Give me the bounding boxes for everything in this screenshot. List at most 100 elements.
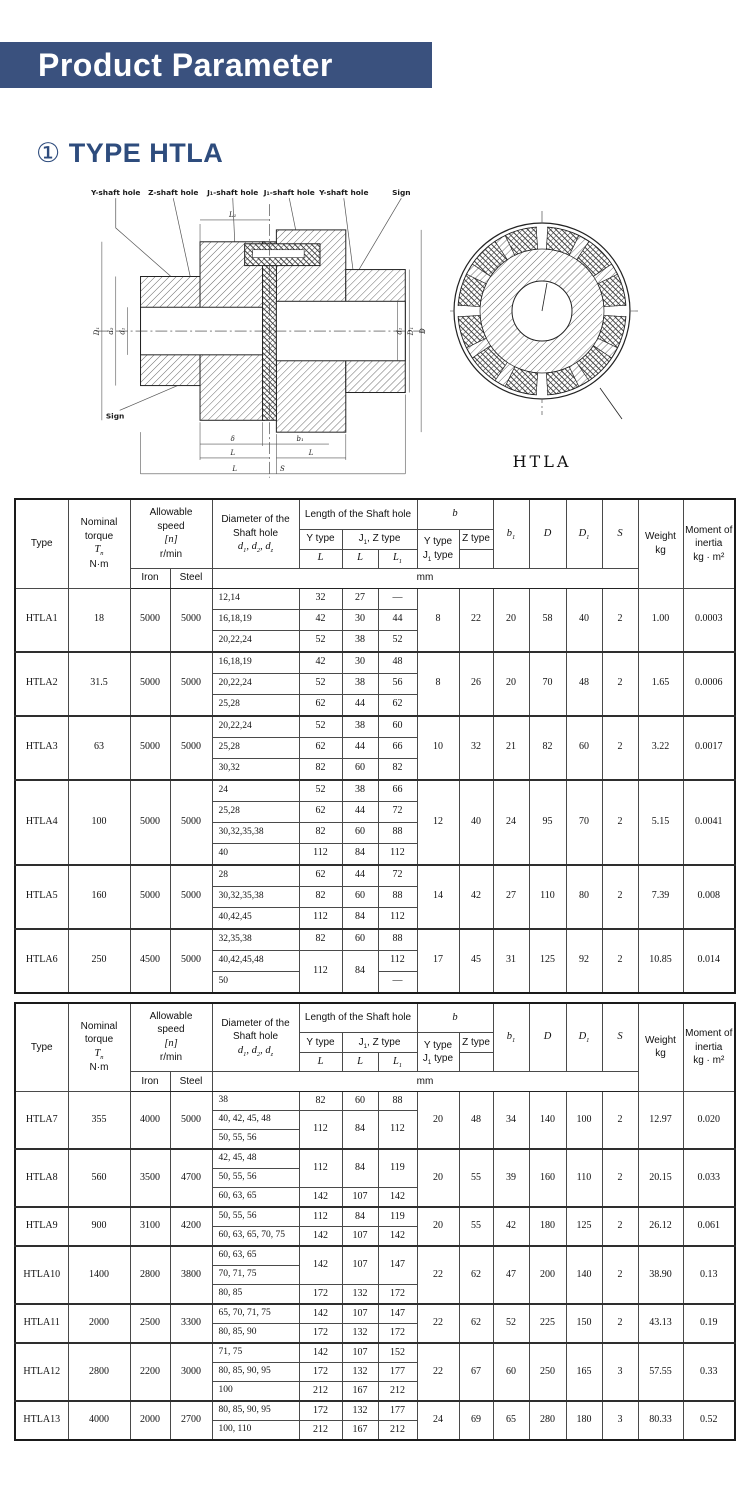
- cell-D1: 140: [565, 1245, 603, 1305]
- cell-b1: 20: [492, 587, 530, 652]
- cell-b-z: 42: [458, 863, 494, 929]
- cell-shaft-hole-diameter: 25,28: [211, 800, 300, 823]
- cell-length-L: 142: [298, 1342, 343, 1363]
- header-cell-mm: mm: [211, 567, 639, 589]
- cell-shaft-hole-diameter: 80, 85: [211, 1284, 300, 1305]
- cell-D1: 60: [565, 714, 603, 780]
- cell-moment-of-inertia: 0.061: [682, 1206, 736, 1247]
- dim-d1-right: d₁: [395, 327, 403, 334]
- cell-type: HTLA1: [14, 587, 69, 652]
- cell-D: 225: [528, 1303, 567, 1344]
- header-label: kg · m²: [693, 1055, 725, 1066]
- header-cell-D1: D1: [565, 498, 603, 569]
- header-label: inertia: [695, 538, 723, 549]
- cell-nominal-torque: 250: [67, 927, 131, 993]
- dim-delta: δ: [231, 435, 235, 443]
- cell-moment-of-inertia: 0.13: [682, 1245, 736, 1305]
- dim-D1-right: D₁: [407, 327, 415, 337]
- cell-length-L: 62: [298, 800, 343, 823]
- cell-length-L1: 56: [377, 672, 418, 695]
- cell-speed-steel: 5000: [169, 863, 213, 929]
- cell-b-z: 69: [458, 1400, 494, 1441]
- cell-S: 2: [601, 863, 639, 929]
- header-label: b: [452, 508, 458, 520]
- dim-d1-left: d₁: [119, 327, 127, 334]
- drawing-caption: HTLA: [512, 452, 572, 471]
- cell-length-L: 52: [298, 672, 343, 695]
- cell-D: 110: [528, 863, 567, 929]
- cell-b-z: 26: [458, 650, 494, 716]
- drawing-label-sign-bottom: Sign: [106, 411, 125, 420]
- cell-weight: 80.33: [637, 1400, 684, 1441]
- cell-length-L: 32: [298, 587, 343, 610]
- cell-length-L1: 52: [377, 629, 418, 652]
- dim-S: S: [280, 465, 285, 473]
- header-label: kg: [655, 544, 666, 556]
- cell-D: 140: [528, 1091, 567, 1150]
- header-cell-moment: Moment of inertia kg · m²: [682, 1002, 736, 1092]
- cell-moment-of-inertia: 0.19: [682, 1303, 736, 1344]
- header-label: S: [617, 1031, 623, 1043]
- cell-shaft-hole-diameter: 50, 55, 56: [211, 1129, 300, 1150]
- cell-speed-steel: 5000: [169, 927, 213, 993]
- header-cell-D1: D1: [565, 1002, 603, 1072]
- cell-shaft-hole-diameter: 60, 63, 65: [211, 1245, 300, 1266]
- cell-length-Lj: 167: [341, 1420, 379, 1441]
- header-cell-b: b: [416, 1002, 494, 1033]
- header-label: d1, d2, dz: [237, 1044, 274, 1058]
- header-label: Type: [30, 1041, 53, 1053]
- front-view-block: HTLA: [450, 183, 750, 471]
- cell-length-L1: 212: [377, 1420, 418, 1441]
- cell-length-L1: 172: [377, 1323, 418, 1344]
- cell-b1: 24: [492, 778, 530, 865]
- cell-speed-steel: 5000: [169, 650, 213, 716]
- leader-line: [599, 387, 623, 420]
- cell-length-L: 112: [298, 842, 343, 865]
- header-label: Nominal: [80, 1020, 118, 1032]
- drawing-label-sign: Sign: [392, 188, 411, 197]
- cell-length-L1: 72: [377, 863, 418, 887]
- cell-weight: 12.97: [637, 1091, 684, 1150]
- cell-S: 2: [601, 1091, 639, 1150]
- header-label: Z type: [462, 533, 490, 545]
- header-label: b1: [506, 1031, 516, 1045]
- header-label: torque: [84, 1034, 114, 1046]
- cell-length-L1: —: [377, 970, 418, 993]
- dim-b1: b₁: [297, 435, 304, 443]
- header-cell-weight: Weight kg: [637, 498, 684, 589]
- dim-L-right: L: [308, 449, 314, 457]
- cell-speed-steel: 2700: [169, 1400, 213, 1441]
- header-cell-L: L: [298, 548, 343, 569]
- header-label: D: [543, 527, 552, 539]
- cell-b-z: 48: [458, 1091, 494, 1150]
- cell-length-L1: 112: [377, 949, 418, 972]
- cell-length-L: 142: [298, 1187, 343, 1208]
- axis-notch: [536, 370, 548, 400]
- cell-length-Lj: 27: [341, 587, 379, 610]
- cell-speed-iron: 2800: [129, 1245, 171, 1305]
- cell-D1: 70: [565, 778, 603, 865]
- dim-D-right: D: [419, 328, 427, 335]
- cell-b-y-j1: 8: [416, 650, 460, 716]
- header-cell-j1z_type: J1, Z type: [341, 1032, 418, 1053]
- cell-length-L: 62: [298, 863, 343, 887]
- cell-b1: 31: [492, 927, 530, 993]
- cell-D: 125: [528, 927, 567, 993]
- cell-length-Lj: 107: [341, 1226, 379, 1247]
- header-cell-D: D: [528, 498, 567, 569]
- cell-speed-iron: 2500: [129, 1303, 171, 1344]
- cell-shaft-hole-diameter: 42, 45, 48: [211, 1148, 300, 1169]
- header-label: b1: [506, 527, 516, 541]
- header-label: Tn: [94, 1047, 104, 1061]
- cell-moment-of-inertia: 0.014: [682, 927, 736, 993]
- cell-D: 200: [528, 1245, 567, 1305]
- cell-length-Lj: 132: [341, 1284, 379, 1305]
- dim-L-left: L: [229, 449, 235, 457]
- cell-speed-steel: 5000: [169, 778, 213, 865]
- header-label: L: [357, 552, 363, 564]
- cell-shaft-hole-diameter: 30,32: [211, 757, 300, 780]
- cell-length-L: 172: [298, 1362, 343, 1382]
- cell-S: 2: [601, 587, 639, 652]
- header-cell-torque: Nominal torque Tn N·m: [67, 498, 131, 589]
- header-label: J1, Z type: [358, 1036, 401, 1050]
